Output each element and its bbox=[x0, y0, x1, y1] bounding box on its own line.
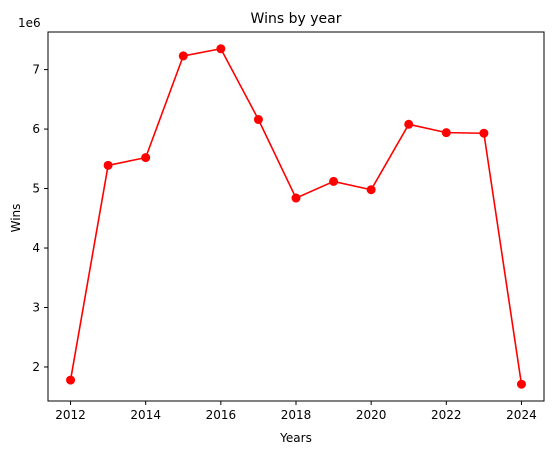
data-point bbox=[216, 44, 226, 54]
axis-ticks: 2012 2014 2016 2018 2020 2022 2024 2 3 4 5 6 7 bbox=[32, 63, 536, 422]
x-tick-label: 2016 bbox=[206, 408, 237, 422]
data-point bbox=[253, 115, 263, 125]
series-line bbox=[69, 47, 523, 385]
y-tick-label: 7 bbox=[32, 63, 40, 77]
x-tick-label: 2024 bbox=[506, 408, 537, 422]
x-tick-label: 2018 bbox=[281, 408, 312, 422]
y-tick-label: 2 bbox=[32, 360, 40, 374]
data-point bbox=[516, 379, 526, 389]
x-tick-label: 2012 bbox=[55, 408, 86, 422]
data-point bbox=[66, 375, 76, 385]
data-series bbox=[66, 44, 526, 389]
data-point bbox=[178, 51, 188, 61]
y-axis-offset-label: 1e6 bbox=[18, 16, 41, 30]
data-point bbox=[291, 193, 301, 203]
y-tick-label: 6 bbox=[32, 122, 40, 136]
x-axis-label: Years bbox=[279, 431, 312, 445]
data-point bbox=[329, 176, 339, 186]
data-point bbox=[404, 119, 414, 129]
y-tick-label: 3 bbox=[32, 301, 40, 315]
y-tick-label: 4 bbox=[32, 241, 40, 255]
x-tick-label: 2014 bbox=[130, 408, 161, 422]
x-tick-label: 2020 bbox=[356, 408, 387, 422]
y-tick-label: 5 bbox=[32, 182, 40, 196]
y-axis-label: Wins bbox=[9, 204, 23, 233]
data-point bbox=[103, 160, 113, 170]
x-tick-label: 2022 bbox=[431, 408, 462, 422]
data-point bbox=[441, 128, 451, 138]
data-point bbox=[479, 128, 489, 138]
data-point bbox=[141, 153, 151, 163]
data-point bbox=[366, 185, 376, 195]
chart-title: Wins by year bbox=[251, 11, 342, 27]
plot-frame bbox=[47, 31, 545, 402]
